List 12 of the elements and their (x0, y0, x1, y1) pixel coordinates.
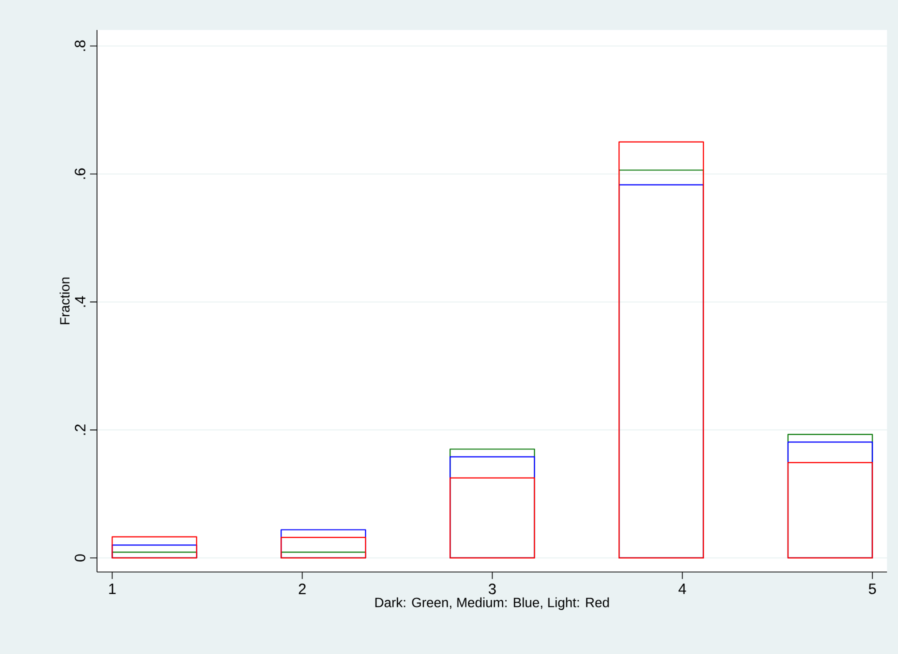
y-tick-label: .4 (75, 296, 86, 307)
y-tick-label: .8 (74, 40, 86, 51)
y-axis-title: Fraction (60, 278, 70, 324)
x-tick-label: 3 (488, 584, 496, 594)
y-tick-label: 0 (74, 554, 86, 562)
y-tick-label: .2 (74, 424, 86, 435)
x-tick-label: 1 (109, 584, 116, 594)
y-tick-label: .6 (74, 168, 86, 179)
x-tick-label: 2 (298, 584, 306, 594)
x-tick-label: 4 (678, 584, 686, 594)
x-axis-title: Dark: Green, Medium: Blue, Light: Red (375, 597, 609, 610)
x-tick-label: 5 (868, 584, 876, 594)
